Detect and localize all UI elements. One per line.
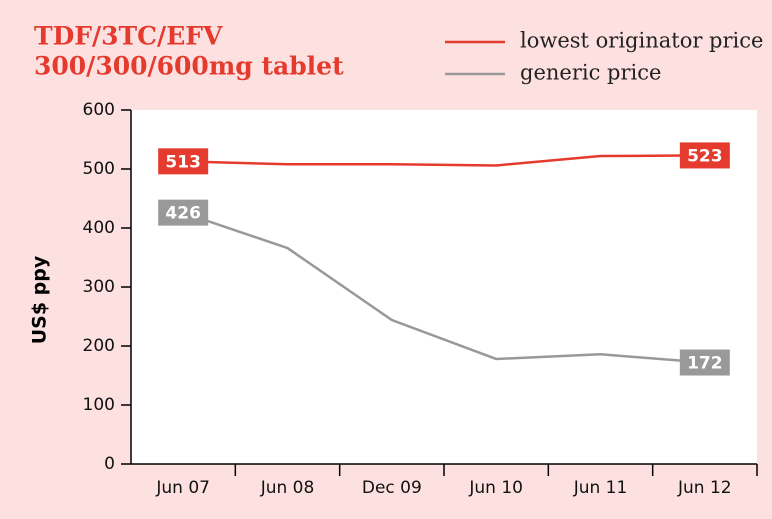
x-tick-label: Dec 09 (362, 478, 422, 498)
y-tick-label: 400 (83, 218, 115, 238)
plot-area (131, 110, 757, 464)
chart-title: TDF/3TC/EFV (34, 22, 223, 51)
chart-subtitle: 300/300/600mg tablet (34, 52, 344, 81)
y-tick-label: 300 (83, 277, 115, 297)
legend-label: generic price (520, 61, 661, 85)
y-tick-label: 0 (104, 454, 115, 474)
value-label: 172 (687, 354, 723, 374)
value-label-box (158, 148, 209, 175)
value-label: 426 (165, 204, 201, 224)
value-label-box (679, 142, 730, 169)
series-line (183, 154, 705, 167)
x-tick-label: Jun 12 (677, 478, 732, 498)
y-tick-label: 200 (83, 336, 115, 356)
legend-label: lowest originator price (520, 29, 763, 53)
value-label-box (679, 349, 730, 376)
y-tick-label: 100 (83, 395, 115, 415)
y-tick-label: 500 (83, 159, 115, 179)
x-tick-label: Jun 11 (573, 478, 628, 498)
x-tick-label: Jun 08 (260, 478, 315, 498)
x-tick-label: Jun 07 (155, 478, 210, 498)
value-label: 523 (687, 146, 723, 166)
value-label-box (158, 199, 209, 226)
series-line (182, 211, 705, 364)
y-axis-label: US$ ppy (29, 255, 51, 344)
x-tick-label: Jun 10 (468, 478, 523, 498)
y-tick-label: 600 (83, 100, 115, 120)
value-label: 513 (165, 152, 201, 172)
